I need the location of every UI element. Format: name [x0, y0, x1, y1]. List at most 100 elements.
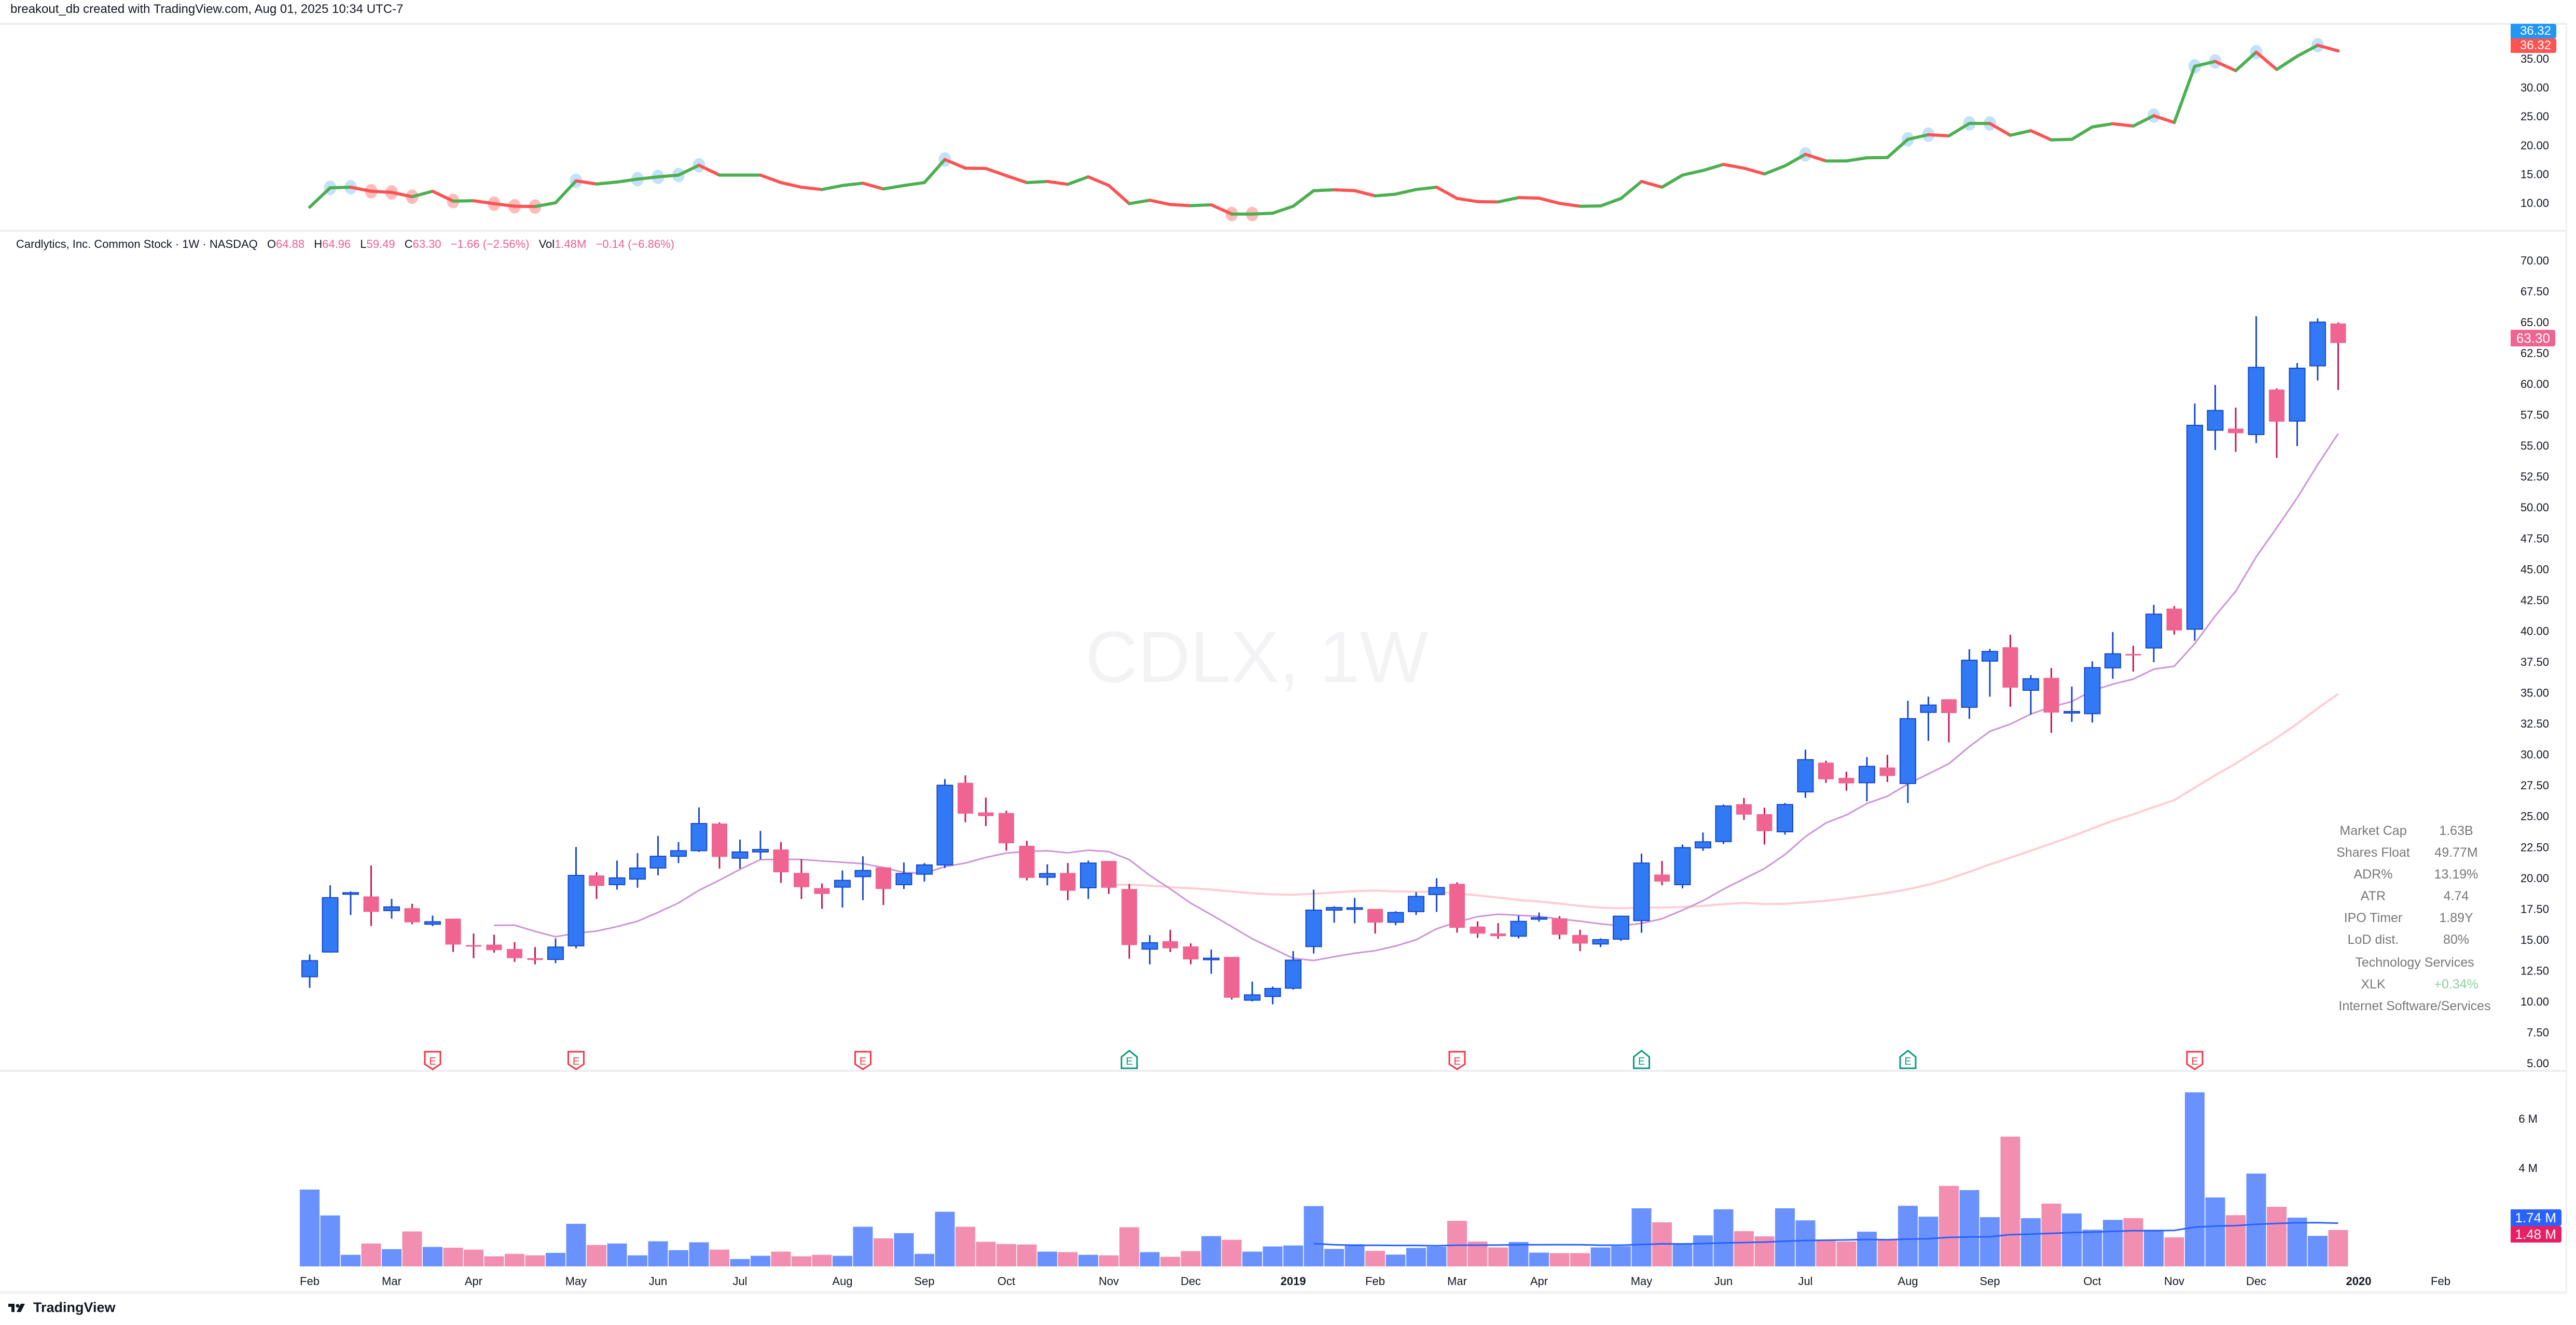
time-axis-tick: Aug — [832, 1275, 852, 1288]
candle — [1490, 923, 1506, 939]
time-axis-tick: Nov — [2164, 1275, 2184, 1288]
rs-label-red: 36.32 — [2511, 38, 2556, 53]
price-axis-tick: 27.50 — [2520, 779, 2549, 792]
candle — [1961, 649, 1978, 719]
rs-pane[interactable] — [308, 38, 2340, 221]
candle — [2186, 403, 2203, 641]
candle-body — [752, 849, 769, 853]
price-axis-tick: 40.00 — [2520, 624, 2549, 637]
price-pane[interactable] — [301, 316, 2346, 1005]
volume-bar — [1693, 1235, 1713, 1266]
price-axis-tick: 37.50 — [2520, 655, 2549, 668]
candle-body — [2145, 613, 2162, 649]
earnings-label: E — [573, 1056, 579, 1067]
candle — [301, 954, 318, 988]
time-axis-tick: Apr — [1530, 1275, 1548, 1288]
rs-line-segment — [1783, 152, 1807, 168]
volume-bar — [1631, 1208, 1652, 1266]
close-label: C — [404, 238, 413, 250]
volume-bar — [587, 1245, 606, 1266]
time-axis-tick: Sep — [1979, 1275, 2000, 1288]
candle — [1695, 832, 1711, 851]
candle — [1838, 771, 1854, 791]
time-axis-tick: Mar — [1447, 1275, 1467, 1288]
rs-line-segment — [2275, 54, 2299, 72]
candle — [2145, 605, 2162, 662]
candle-body — [507, 949, 522, 958]
price-axis-tick: 65.00 — [2520, 316, 2549, 329]
volume-bar — [2205, 1197, 2225, 1266]
candle — [1346, 898, 1363, 924]
candle — [1141, 935, 1158, 965]
volume-bar — [1324, 1249, 1344, 1266]
tradingview-logo[interactable]: TradingView — [7, 1300, 116, 1316]
candle-body — [1326, 906, 1342, 911]
candle-body — [342, 892, 359, 895]
candle — [547, 938, 564, 964]
candle-body — [2166, 608, 2182, 631]
earnings-marker: E — [567, 1051, 585, 1070]
candle — [1285, 951, 1301, 990]
price-axis-tick: 22.50 — [2520, 841, 2549, 854]
volume-bar — [2308, 1236, 2328, 1266]
stats-value: 1.63B — [2439, 824, 2473, 838]
symbol-title[interactable]: Cardlytics, Inc. Common Stock · 1W · NAS… — [16, 238, 258, 250]
rs-axis-tick: 35.00 — [2520, 52, 2549, 65]
candle — [2269, 388, 2284, 458]
volume-pane[interactable] — [300, 1092, 2348, 1266]
rs-line-segment — [1333, 188, 1356, 192]
volume-bar — [1447, 1221, 1467, 1266]
stats-value: 1.89Y — [2439, 911, 2473, 925]
rs-line-segment — [820, 184, 844, 191]
time-axis-tick: Jun — [1714, 1275, 1733, 1288]
candle-body — [2269, 389, 2284, 422]
candle — [2330, 322, 2346, 390]
time-axis-tick: Oct — [998, 1275, 1015, 1288]
rs-line-segment — [2254, 50, 2278, 72]
volume-bar — [812, 1254, 832, 1266]
volume-bar — [320, 1215, 340, 1266]
rs-line-segment — [779, 181, 803, 189]
earnings-icon — [1120, 1050, 1138, 1069]
candle — [2289, 362, 2306, 447]
time-axis-tick: Dec — [1181, 1275, 1201, 1288]
price-axis-tick: 50.00 — [2520, 501, 2549, 514]
candle-body — [1982, 651, 1998, 662]
rs-line-segment — [1046, 179, 1070, 186]
stats-value: 4.74 — [2443, 889, 2469, 903]
candle — [2309, 318, 2326, 381]
volume-bar — [1345, 1244, 1365, 1266]
rs-line-segment — [615, 177, 639, 184]
candle-body — [1141, 942, 1158, 950]
candle-body — [567, 875, 585, 946]
candle — [1408, 892, 1424, 915]
candle — [1244, 981, 1261, 1002]
volume-bar — [1877, 1240, 1898, 1266]
candle-body — [1674, 847, 1691, 885]
rs-line-segment — [1128, 199, 1152, 205]
rs-axis-tick: 10.00 — [2520, 197, 2549, 210]
candle — [1367, 909, 1383, 934]
candle-body — [1838, 777, 1854, 784]
candle-body — [2063, 710, 2080, 714]
candle — [322, 885, 339, 953]
rs-line-segment — [1763, 164, 1786, 176]
candle-body — [1470, 926, 1486, 934]
earnings-icon — [424, 1051, 441, 1070]
rs-line-segment — [2316, 44, 2340, 53]
stats-label: ATR — [2360, 889, 2386, 903]
candle-body — [363, 896, 379, 912]
candle-body — [1592, 939, 1609, 945]
tradingview-logo-icon — [8, 1303, 25, 1312]
candle — [424, 915, 441, 926]
candle-body — [731, 851, 749, 859]
volume-bar — [648, 1241, 668, 1266]
candle-body — [1531, 917, 1547, 920]
time-axis-tick: Jul — [1798, 1275, 1812, 1288]
candle-body — [1613, 915, 1629, 940]
candle-body — [2228, 428, 2243, 434]
volume-axis-tick: 4 M — [2518, 1162, 2538, 1175]
